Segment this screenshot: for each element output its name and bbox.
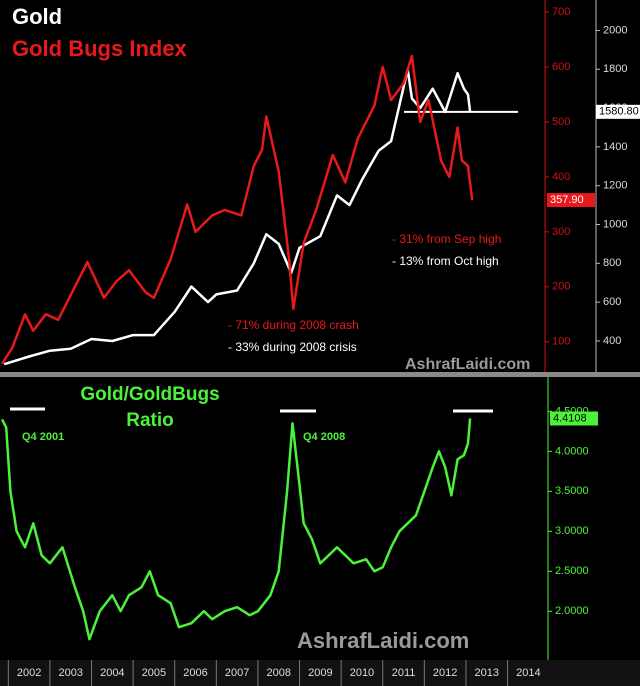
x-tick-label: 2011: [392, 667, 416, 679]
x-tick-label: 2003: [58, 667, 82, 679]
x-tick-label: 2007: [225, 667, 249, 679]
y2-tick-label: 1000: [603, 218, 627, 230]
annotation: - 71% during 2008 crash: [228, 318, 359, 332]
legend-entry: Gold Bugs Index: [12, 36, 188, 61]
value-label: 357.90: [550, 194, 584, 206]
x-tick-label: 2010: [350, 667, 374, 679]
annotation: Q4 2001: [22, 431, 64, 443]
y-tick-label: 500: [552, 116, 570, 128]
y-tick-label: 300: [552, 226, 570, 238]
series-line: [1, 54, 474, 365]
value-label-box: [596, 104, 640, 119]
y-tick-label: 200: [552, 281, 570, 293]
x-axis-band: [0, 660, 640, 686]
y-tick-label: 4.0000: [555, 445, 589, 457]
y2-tick-label: 2000: [603, 24, 627, 36]
y2-tick-label: 1200: [603, 180, 627, 192]
annotation: - 13% from Oct high: [392, 254, 499, 268]
chart-title: Ratio: [126, 410, 174, 431]
value-label-box: [550, 411, 598, 426]
annotation: - 31% from Sep high: [392, 232, 501, 246]
y2-tick-label: 800: [603, 257, 621, 269]
annotation: Q4 2008: [303, 431, 345, 443]
x-tick-label: 2013: [475, 667, 499, 679]
y-tick-label: 400: [552, 171, 570, 183]
x-tick-label: 2002: [17, 667, 41, 679]
x-tick-label: 2009: [308, 667, 332, 679]
value-label: 1580.80: [599, 106, 639, 118]
y2-tick-label: 1800: [603, 63, 627, 75]
y-tick-label: 3.0000: [555, 525, 589, 537]
chart-title: Gold/GoldBugs: [80, 384, 219, 405]
y-tick-label: 700: [552, 6, 570, 18]
watermark: AshrafLaidi.com: [405, 356, 530, 373]
y2-tick-label: 1400: [603, 141, 627, 153]
value-label-box: [547, 193, 595, 208]
x-tick-label: 2014: [516, 667, 540, 679]
y-tick-label: 2.0000: [555, 605, 589, 617]
panel-separator: [0, 372, 640, 377]
legend-entry: Gold: [12, 4, 62, 29]
y-tick-label: 600: [552, 61, 570, 73]
watermark: AshrafLaidi.com: [297, 628, 469, 653]
x-tick-label: 2005: [142, 667, 166, 679]
y-tick-label: 3.5000: [555, 485, 589, 497]
series-line: [0, 418, 472, 641]
annotation: - 33% during 2008 crisis: [228, 340, 357, 354]
x-tick-label: 2006: [183, 667, 207, 679]
y-tick-label: 100: [552, 336, 570, 348]
y2-tick-label: 400: [603, 335, 621, 347]
y-tick-label: 2.5000: [555, 565, 589, 577]
value-label: 4.4108: [553, 412, 587, 424]
x-tick-label: 2004: [100, 667, 124, 679]
x-tick-label: 2008: [266, 667, 290, 679]
y2-tick-label: 600: [603, 296, 621, 308]
x-tick-label: 2012: [433, 667, 457, 679]
